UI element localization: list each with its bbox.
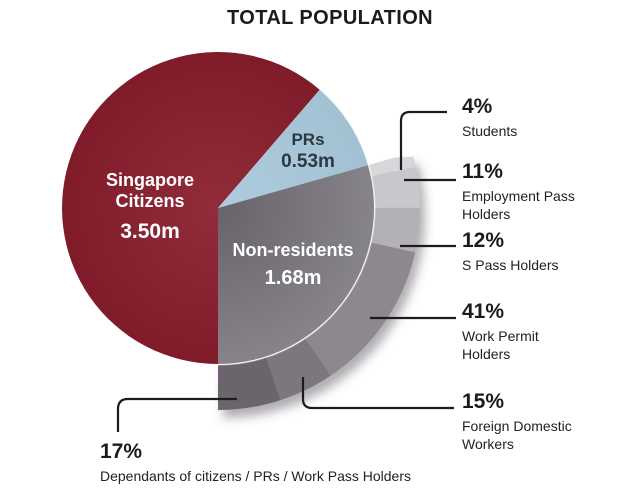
callout-pct-students: 4% xyxy=(462,95,493,118)
slice-value-non-residents: 1.68m xyxy=(264,267,322,289)
callout-pct-dependants: 17% xyxy=(100,440,143,463)
callout-label-employment-pass: Employment Pass Holders xyxy=(462,188,575,222)
band-inner-rim xyxy=(217,164,376,366)
callout-label-students: Students xyxy=(462,123,518,139)
callout-pct-fdw: 15% xyxy=(462,390,505,413)
slice-value-prs: 0.53m xyxy=(281,151,335,172)
band-segment-3 xyxy=(305,242,416,376)
slice-label-non-residents: Non-residents 1.68m xyxy=(227,240,359,290)
pie-slice-2 xyxy=(218,165,374,364)
band-segment-2 xyxy=(371,207,420,253)
callout-dependants: 17% Dependants of citizens / PRs / Work … xyxy=(100,440,411,485)
chart-title: TOTAL POPULATION xyxy=(226,7,434,29)
band-segment-1 xyxy=(371,167,420,208)
callout-foreign-domestic-workers: 15% Foreign Domestic Workers xyxy=(462,390,602,453)
callout-label-work-permit: Work Permit Holders xyxy=(462,328,539,362)
callout-label-fdw: Foreign Domestic Workers xyxy=(462,418,572,452)
callout-students: 4% Students xyxy=(462,95,517,140)
callout-line-5 xyxy=(116,397,237,432)
callout-label-dependants: Dependants of citizens / PRs / Work Pass… xyxy=(100,468,411,484)
band-segment-5 xyxy=(218,357,281,410)
callout-pct-s-pass: 12% xyxy=(462,229,505,252)
callout-line-0 xyxy=(399,110,447,170)
callout-pct-work-permit: 41% xyxy=(462,300,505,323)
callout-line-4 xyxy=(301,377,454,410)
callout-employment-pass-holders: 11% Employment Pass Holders xyxy=(462,160,592,223)
callout-work-permit-holders: 41% Work Permit Holders xyxy=(462,300,574,363)
slice-value-citizens: 3.50m xyxy=(120,220,180,243)
slice-label-citizens: Singapore Citizens 3.50m xyxy=(85,170,215,244)
pie-slice-1 xyxy=(218,89,368,208)
slice-label-prs: PRs 0.53m xyxy=(272,130,344,173)
pie-slice-0 xyxy=(62,51,320,364)
callout-pct-employment-pass: 11% xyxy=(462,160,503,183)
callout-label-s-pass: S Pass Holders xyxy=(462,257,559,273)
callout-s-pass-holders: 12% S Pass Holders xyxy=(462,229,558,274)
slice-name-non-residents: Non-residents xyxy=(232,240,354,260)
band-segment-0 xyxy=(369,156,416,177)
slice-name-citizens: Singapore Citizens xyxy=(105,170,194,211)
slice-name-prs: PRs xyxy=(291,130,325,149)
band-segment-4 xyxy=(266,338,331,401)
